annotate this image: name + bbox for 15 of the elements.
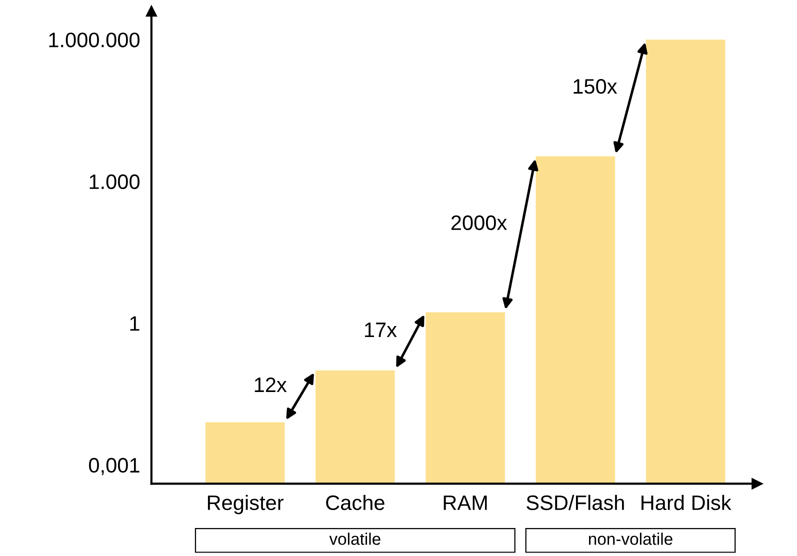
y-tick-label: 1.000	[90, 174, 140, 190]
annotation: 150x	[574, 79, 618, 94]
x-tick-label: RAM	[444, 496, 487, 510]
y-tick-label: 1.000.000	[49, 32, 140, 48]
x-tick-label: Cache	[326, 494, 384, 510]
text: volatile	[329, 532, 380, 545]
x-tick-label: SSD/Flash	[526, 494, 624, 510]
y-tick-label: 1	[130, 316, 140, 331]
text: non-volatile	[588, 532, 672, 545]
x-tick-label: Register	[208, 494, 284, 514]
x-tick-label: Hard Disk	[642, 494, 732, 510]
annotation: 12x	[254, 377, 287, 392]
annotation: 17x	[365, 322, 397, 337]
y-tick-label: 0,001	[89, 458, 140, 476]
annotation: 2000x	[451, 215, 507, 230]
